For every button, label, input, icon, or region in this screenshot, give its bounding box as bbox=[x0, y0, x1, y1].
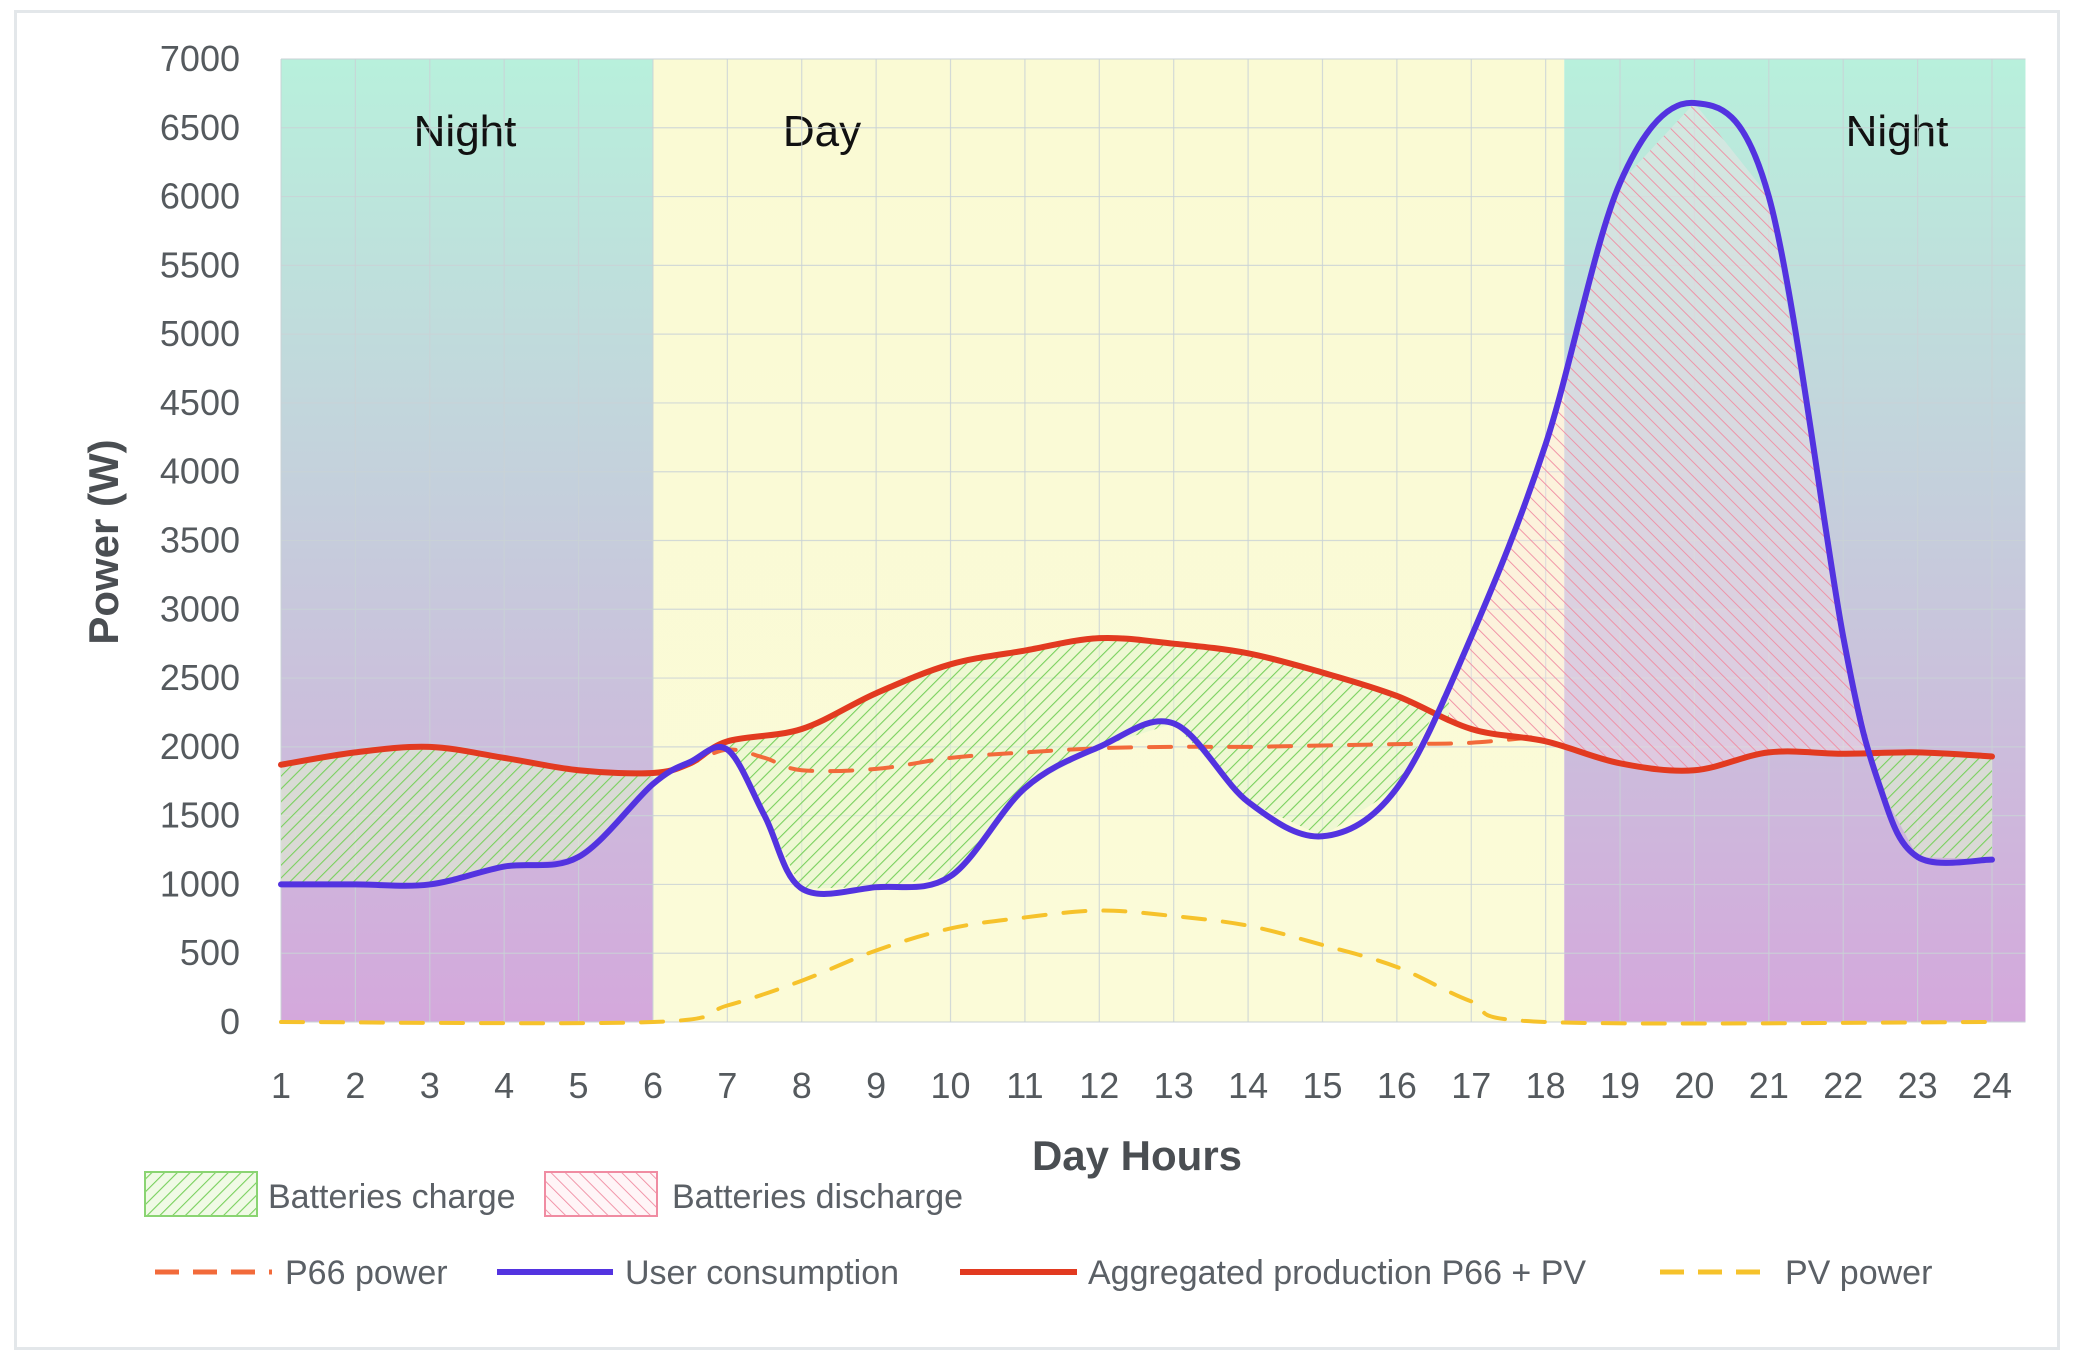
x-tick-5: 5 bbox=[569, 1065, 589, 1106]
x-tick-9: 9 bbox=[866, 1065, 886, 1106]
battery-fills bbox=[281, 103, 1992, 889]
x-tick-3: 3 bbox=[420, 1065, 440, 1106]
y-tick-1500: 1500 bbox=[160, 795, 240, 836]
y-tick-2500: 2500 bbox=[160, 657, 240, 698]
x-tick-6: 6 bbox=[643, 1065, 663, 1106]
x-tick-1: 1 bbox=[271, 1065, 291, 1106]
y-tick-5500: 5500 bbox=[160, 244, 240, 285]
x-tick-22: 22 bbox=[1823, 1065, 1863, 1106]
x-tick-16: 16 bbox=[1377, 1065, 1417, 1106]
discharge-area bbox=[1448, 103, 1873, 771]
legend-label-batteries-charge: Batteries charge bbox=[268, 1178, 516, 1216]
charge-area-night-2 bbox=[1872, 752, 1992, 860]
y-tick-6000: 6000 bbox=[160, 176, 240, 217]
legend-swatch-batteries-charge bbox=[144, 1171, 258, 1217]
legend-label-batteries-discharge: Batteries discharge bbox=[672, 1178, 963, 1216]
y-tick-3000: 3000 bbox=[160, 588, 240, 629]
y-tick-7000: 7000 bbox=[160, 38, 240, 79]
band-label-night-2: Night bbox=[1846, 107, 1949, 156]
x-tick-13: 13 bbox=[1154, 1065, 1194, 1106]
x-tick-15: 15 bbox=[1302, 1065, 1342, 1106]
axis-ticks: 0 500 1000 1500 2000 2500 3000 3500 4000 4500 5000… bbox=[160, 38, 2012, 1106]
y-tick-500: 500 bbox=[180, 932, 240, 973]
x-tick-8: 8 bbox=[792, 1065, 812, 1106]
x-tick-12: 12 bbox=[1079, 1065, 1119, 1106]
x-tick-10: 10 bbox=[930, 1065, 970, 1106]
x-tick-24: 24 bbox=[1972, 1065, 2012, 1106]
series-line-user-consumption bbox=[278, 100, 1995, 897]
x-tick-20: 20 bbox=[1674, 1065, 1714, 1106]
y-tick-6500: 6500 bbox=[160, 107, 240, 148]
x-tick-14: 14 bbox=[1228, 1065, 1268, 1106]
y-tick-4500: 4500 bbox=[160, 382, 240, 423]
legend: Batteries charge Batteries discharge P66… bbox=[144, 1171, 1932, 1292]
charge-area-night-1 bbox=[281, 746, 661, 885]
legend-label-p66-power: P66 power bbox=[285, 1254, 448, 1292]
band-label-night-0: Night bbox=[414, 107, 517, 156]
charge-area-day bbox=[719, 638, 1449, 889]
x-tick-18: 18 bbox=[1526, 1065, 1566, 1106]
x-tick-17: 17 bbox=[1451, 1065, 1491, 1106]
series-line-p66-power bbox=[279, 733, 1548, 776]
y-tick-3500: 3500 bbox=[160, 520, 240, 561]
x-tick-4: 4 bbox=[494, 1065, 514, 1106]
series-line-pv-power bbox=[279, 908, 1994, 1026]
legend-swatch-batteries-discharge bbox=[544, 1171, 658, 1217]
band-label-day-1: Day bbox=[783, 107, 861, 156]
x-tick-2: 2 bbox=[345, 1065, 365, 1106]
legend-label-pv-power: PV power bbox=[1785, 1254, 1932, 1292]
x-tick-7: 7 bbox=[717, 1065, 737, 1106]
legend-label-aggregated-production: Aggregated production P66 + PV bbox=[1088, 1254, 1586, 1292]
y-tick-2000: 2000 bbox=[160, 726, 240, 767]
x-axis-title: Day Hours bbox=[1032, 1132, 1242, 1179]
x-tick-11: 11 bbox=[1006, 1065, 1043, 1106]
y-tick-1000: 1000 bbox=[160, 863, 240, 904]
x-tick-21: 21 bbox=[1749, 1065, 1789, 1106]
y-axis-title: Power (W) bbox=[80, 439, 127, 644]
y-tick-0: 0 bbox=[220, 1001, 240, 1042]
series-lines bbox=[278, 100, 1995, 1026]
y-tick-4000: 4000 bbox=[160, 451, 240, 492]
series-line-aggregated-production-p66-pv bbox=[278, 634, 1995, 777]
x-tick-23: 23 bbox=[1898, 1065, 1938, 1106]
x-tick-19: 19 bbox=[1600, 1065, 1640, 1106]
grid-lines bbox=[280, 58, 2026, 1023]
y-tick-5000: 5000 bbox=[160, 313, 240, 354]
legend-label-user-consumption: User consumption bbox=[625, 1254, 899, 1292]
